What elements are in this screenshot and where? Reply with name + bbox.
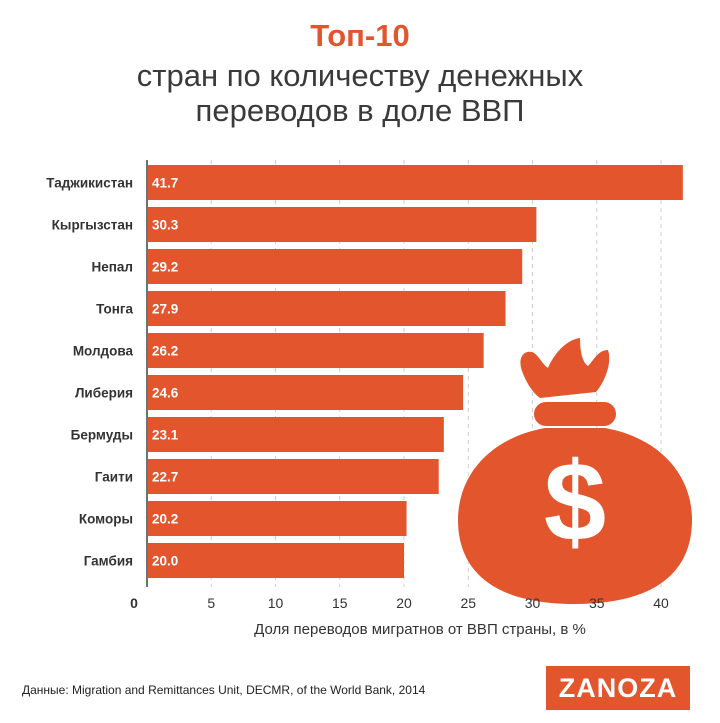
- bar-value-label: 26.2: [152, 344, 178, 359]
- x-tick-label: 30: [525, 595, 541, 611]
- x-axis-label: Доля переводов мигратнов от ВВП страны, …: [254, 621, 586, 638]
- x-tick-label: 10: [268, 595, 284, 611]
- bar-value-label: 20.2: [152, 512, 178, 527]
- category-label: Коморы: [79, 512, 133, 527]
- chart-title: Топ-10: [310, 18, 410, 53]
- x-tick-label: 0: [130, 595, 138, 611]
- category-labels: Таджикистан Кыргызстан Непал Тонга Молдова Ли…: [46, 176, 133, 569]
- bar: [148, 417, 444, 452]
- bar: [148, 207, 537, 242]
- category-label: Либерия: [75, 386, 133, 401]
- bar-value-label: 23.1: [152, 428, 179, 443]
- source-note: Данные: Migration and Remittances Unit, …: [22, 683, 426, 697]
- bar-value-label: 22.7: [152, 470, 178, 485]
- bar-value-label: 29.2: [152, 260, 178, 275]
- category-label: Бермуды: [71, 428, 133, 443]
- bar: [148, 543, 404, 578]
- bar: [148, 165, 683, 200]
- bar: [148, 291, 506, 326]
- x-tick-label: 20: [396, 595, 412, 611]
- category-label: Кыргызстан: [52, 218, 133, 233]
- bar-value-label: 20.0: [152, 554, 178, 569]
- category-label: Молдова: [73, 344, 134, 359]
- x-tick-label: 35: [589, 595, 605, 611]
- bar: [148, 249, 523, 284]
- category-label: Гаити: [95, 470, 133, 485]
- x-tick-label: 25: [460, 595, 476, 611]
- bar: [148, 333, 484, 368]
- bar: [148, 501, 407, 536]
- category-label: Тонга: [96, 302, 133, 317]
- chart-subtitle: стран по количеству денежных переводов в…: [136, 58, 584, 128]
- bar: [148, 459, 439, 494]
- bar-value-label: 30.3: [152, 218, 179, 233]
- bar-value-label: 41.7: [152, 176, 178, 191]
- brand-logo: ZANOZA: [546, 666, 690, 710]
- category-label: Гамбия: [84, 554, 133, 569]
- category-label: Непал: [92, 260, 134, 275]
- bars: 41.7 30.3 29.2 27.9 26.2 24.6 23.1 22.7 20.2 20.0: [148, 165, 683, 578]
- x-tick-label: 40: [653, 595, 669, 611]
- x-tick-labels: 0 5 10 15 20 25 30 35 40: [130, 595, 669, 611]
- bar: [148, 375, 464, 410]
- x-tick-label: 15: [332, 595, 348, 611]
- category-label: Таджикистан: [46, 176, 133, 191]
- bar-value-label: 24.6: [152, 386, 179, 401]
- x-tick-label: 5: [207, 595, 215, 611]
- money-bag-dollar-icon: $: [458, 338, 692, 604]
- bar-value-label: 27.9: [152, 302, 178, 317]
- svg-text:$: $: [544, 439, 606, 564]
